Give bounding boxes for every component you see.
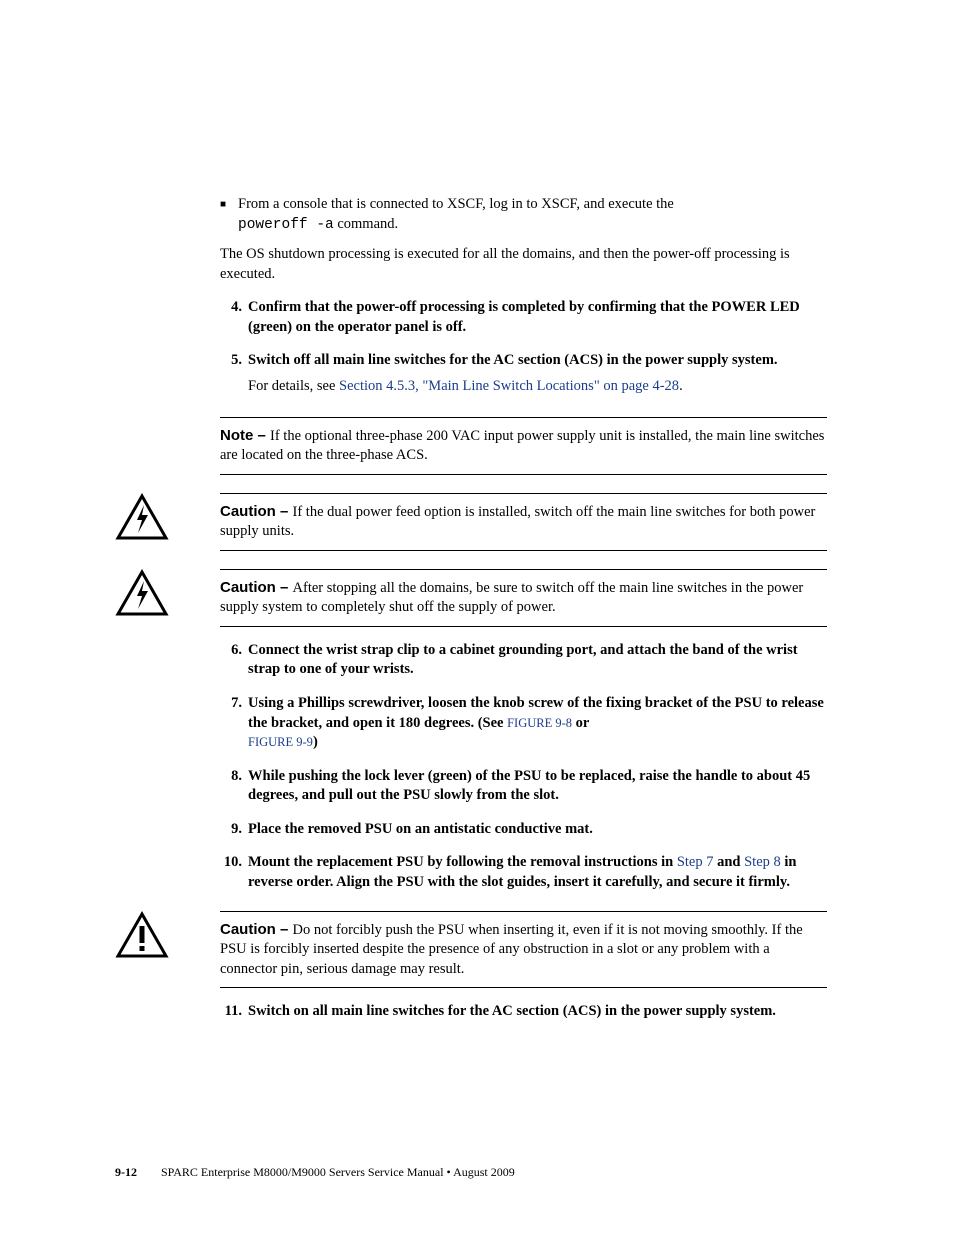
step-number: 7. <box>220 694 248 753</box>
step-text: Connect the wrist strap clip to a cabine… <box>248 641 827 680</box>
step-11: 11. Switch on all main line switches for… <box>220 1002 827 1022</box>
content-column: 6. Connect the wrist strap clip to a cab… <box>220 641 827 893</box>
figure-ref-link[interactable]: FIGURE 9-9 <box>248 735 313 749</box>
text: command. <box>334 216 398 232</box>
caution-text: After stopping all the domains, be sure … <box>220 580 803 616</box>
step-number: 8. <box>220 767 248 806</box>
step-text: Mount the replacement PSU by following t… <box>248 853 827 892</box>
text: and <box>713 854 744 870</box>
bullet-text: From a console that is connected to XSCF… <box>238 195 674 235</box>
caution-text: Do not forcibly push the PSU when insert… <box>220 922 803 977</box>
text: . <box>679 378 683 394</box>
step-7: 7. Using a Phillips screwdriver, loosen … <box>220 694 827 753</box>
step-ref-link[interactable]: Step 7 <box>677 854 714 870</box>
step-4: 4. Confirm that the power-off processing… <box>220 298 827 337</box>
step-8: 8. While pushing the lock lever (green) … <box>220 767 827 806</box>
caution-row-2: Caution – After stopping all the domains… <box>115 569 827 627</box>
step-number: 9. <box>220 820 248 840</box>
caution-row-1: Caution – If the dual power feed option … <box>115 493 827 551</box>
bullet-item: ■ From a console that is connected to XS… <box>220 195 827 235</box>
caution-box: Caution – After stopping all the domains… <box>220 569 827 627</box>
step-number: 10. <box>220 853 248 892</box>
note-text: If the optional three-phase 200 VAC inpu… <box>220 428 824 464</box>
step-number: 11. <box>220 1002 248 1022</box>
step-ref-link[interactable]: Step 8 <box>744 854 781 870</box>
text: ) <box>313 734 318 750</box>
text: or <box>572 715 589 731</box>
page: ■ From a console that is connected to XS… <box>0 0 954 1235</box>
caution-label: Caution – <box>220 579 293 596</box>
step-number: 4. <box>220 298 248 337</box>
cross-ref-link[interactable]: Section 4.5.3, "Main Line Switch Locatio… <box>339 378 679 394</box>
step-number: 5. <box>220 351 248 371</box>
caution-row-3: Caution – Do not forcibly push the PSU w… <box>115 911 827 989</box>
caution-label: Caution – <box>220 503 293 520</box>
electrical-hazard-icon <box>115 569 220 617</box>
step-text: Using a Phillips screwdriver, loosen the… <box>248 694 827 753</box>
bullet-icon: ■ <box>220 195 238 235</box>
paragraph: The OS shutdown processing is executed f… <box>220 245 827 284</box>
caution-text: If the dual power feed option is install… <box>220 504 815 540</box>
step-number: 6. <box>220 641 248 680</box>
figure-ref-link[interactable]: FIGURE 9-8 <box>507 716 572 730</box>
text: Mount the replacement PSU by following t… <box>248 854 677 870</box>
caution-label: Caution – <box>220 921 293 938</box>
note-label: Note – <box>220 427 270 444</box>
text: For details, see <box>248 378 339 394</box>
step-5: 5. Switch off all main line switches for… <box>220 351 827 371</box>
content-column: 11. Switch on all main line switches for… <box>220 1002 827 1022</box>
note-box: Note – If the optional three-phase 200 V… <box>220 417 827 475</box>
caution-box: Caution – Do not forcibly push the PSU w… <box>220 911 827 989</box>
step-text: Switch on all main line switches for the… <box>248 1002 827 1022</box>
step-6: 6. Connect the wrist strap clip to a cab… <box>220 641 827 680</box>
step-text: Place the removed PSU on an antistatic c… <box>248 820 827 840</box>
footer-text: SPARC Enterprise M8000/M9000 Servers Ser… <box>161 1165 515 1179</box>
step-text: Switch off all main line switches for th… <box>248 351 827 371</box>
step-text: While pushing the lock lever (green) of … <box>248 767 827 806</box>
content-column: ■ From a console that is connected to XS… <box>220 195 827 475</box>
text: From a console that is connected to XSCF… <box>238 196 674 212</box>
caution-box: Caution – If the dual power feed option … <box>220 493 827 551</box>
warning-icon <box>115 911 220 959</box>
page-footer: 9-12 SPARC Enterprise M8000/M9000 Servers… <box>115 1164 515 1180</box>
step-9: 9. Place the removed PSU on an antistati… <box>220 820 827 840</box>
page-number: 9-12 <box>115 1165 137 1179</box>
step-5-detail: For details, see Section 4.5.3, "Main Li… <box>248 377 827 397</box>
step-text: Confirm that the power-off processing is… <box>248 298 827 337</box>
step-10: 10. Mount the replacement PSU by followi… <box>220 853 827 892</box>
code-text: poweroff -a <box>238 217 334 233</box>
electrical-hazard-icon <box>115 493 220 541</box>
